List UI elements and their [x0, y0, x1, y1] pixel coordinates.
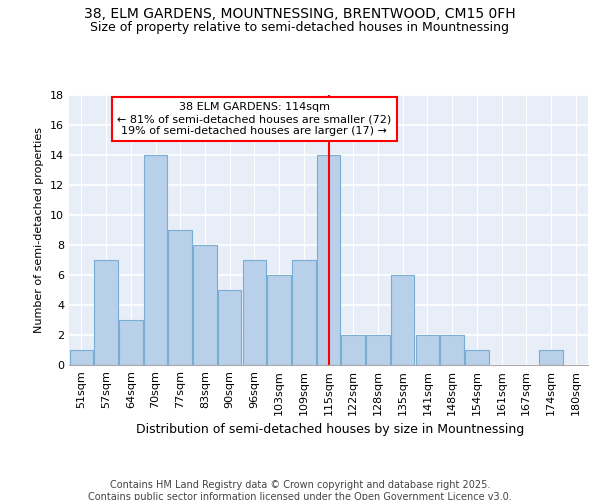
Bar [440, 335, 464, 365]
Text: Size of property relative to semi-detached houses in Mountnessing: Size of property relative to semi-detach… [91, 21, 509, 34]
Bar [193, 245, 217, 365]
Bar [416, 335, 439, 365]
Text: 38 ELM GARDENS: 114sqm
← 81% of semi-detached houses are smaller (72)
19% of sem: 38 ELM GARDENS: 114sqm ← 81% of semi-det… [117, 102, 391, 136]
Y-axis label: Number of semi-detached properties: Number of semi-detached properties [34, 127, 44, 333]
Bar [119, 320, 143, 365]
Bar [317, 155, 340, 365]
Bar [169, 230, 192, 365]
Bar [242, 260, 266, 365]
Bar [144, 155, 167, 365]
Bar [465, 350, 488, 365]
Bar [292, 260, 316, 365]
Bar [341, 335, 365, 365]
Bar [70, 350, 93, 365]
Bar [539, 350, 563, 365]
Text: 38, ELM GARDENS, MOUNTNESSING, BRENTWOOD, CM15 0FH: 38, ELM GARDENS, MOUNTNESSING, BRENTWOOD… [84, 8, 516, 22]
Text: Distribution of semi-detached houses by size in Mountnessing: Distribution of semi-detached houses by … [136, 422, 524, 436]
Text: Contains HM Land Registry data © Crown copyright and database right 2025.
Contai: Contains HM Land Registry data © Crown c… [88, 480, 512, 500]
Bar [366, 335, 389, 365]
Bar [391, 275, 415, 365]
Bar [218, 290, 241, 365]
Bar [268, 275, 291, 365]
Bar [94, 260, 118, 365]
